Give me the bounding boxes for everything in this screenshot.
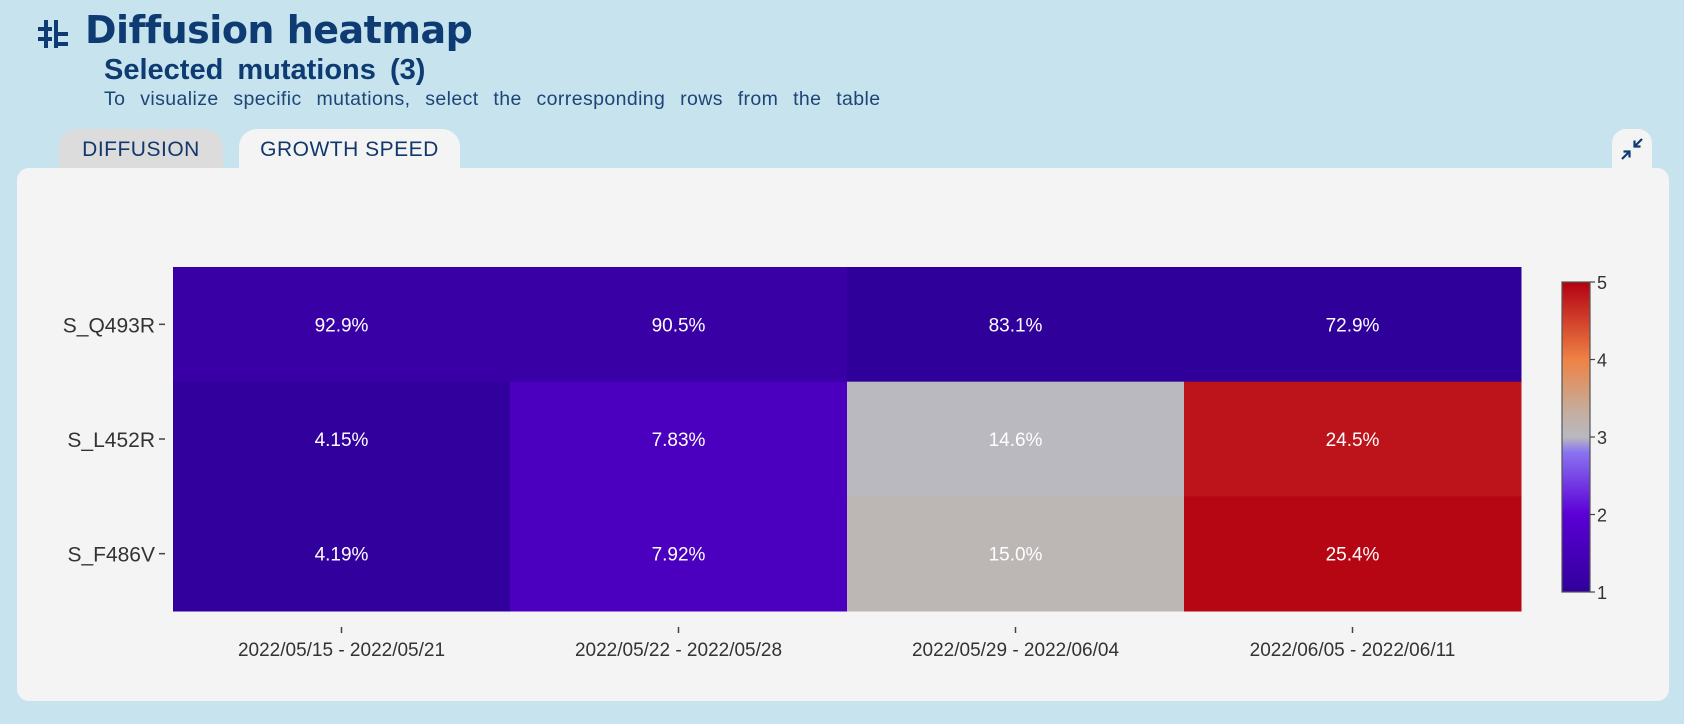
heatmap-cell bbox=[847, 267, 1185, 383]
colorbar-tick-label: 4 bbox=[1597, 351, 1607, 371]
heatmap-cell bbox=[510, 381, 848, 497]
cell-value-label: 83.1% bbox=[989, 315, 1043, 336]
y-tick-label: S_F486V bbox=[67, 544, 155, 567]
tab-diffusion[interactable]: DIFFUSION bbox=[59, 129, 223, 169]
colorbar-tick-label: 2 bbox=[1597, 506, 1607, 526]
cell-value-label: 4.15% bbox=[315, 430, 369, 451]
heatmap-cell bbox=[173, 496, 511, 612]
x-tick-label: 2022/05/22 - 2022/05/28 bbox=[575, 640, 782, 661]
cell-value-label: 14.6% bbox=[989, 430, 1043, 451]
cell-value-label: 90.5% bbox=[652, 315, 706, 336]
heatmap-cell bbox=[173, 267, 511, 383]
selected-mutations-subtitle: Selected mutations (3) bbox=[104, 54, 426, 86]
chart-panel: 92.9% 90.5% 83.1% 72.9% 4.15% 7.83% 14.6% 24.5%… bbox=[17, 168, 1669, 701]
x-tick-label: 2022/05/15 - 2022/05/21 bbox=[238, 640, 445, 661]
colorbar-tick-label: 5 bbox=[1597, 273, 1607, 293]
collapse-button[interactable] bbox=[1612, 129, 1652, 169]
x-tick-label: 2022/05/29 - 2022/06/04 bbox=[912, 640, 1120, 661]
colorbar-tick-label: 3 bbox=[1597, 428, 1607, 448]
heatmap-cell bbox=[847, 496, 1185, 612]
y-tick-label: S_Q493R bbox=[63, 314, 155, 337]
cell-value-label: 24.5% bbox=[1326, 430, 1380, 451]
cell-value-label: 25.4% bbox=[1326, 545, 1380, 566]
diffusion-tree-icon bbox=[38, 20, 68, 48]
cell-value-label: 7.83% bbox=[652, 430, 706, 451]
heatmap-cell bbox=[1184, 267, 1522, 383]
heatmap-cell bbox=[510, 267, 848, 383]
colorbar bbox=[1561, 281, 1591, 593]
heatmap-cell bbox=[173, 381, 511, 497]
colorbar-tick-label: 1 bbox=[1597, 583, 1607, 603]
heatmap-cell bbox=[1184, 496, 1522, 612]
heatmap-chart: 92.9% 90.5% 83.1% 72.9% 4.15% 7.83% 14.6% 24.5%… bbox=[63, 267, 1607, 661]
heatmap-cell bbox=[1184, 381, 1522, 497]
x-tick-label: 2022/06/05 - 2022/06/11 bbox=[1250, 640, 1456, 661]
heatmap-cell bbox=[510, 496, 848, 612]
cell-value-label: 72.9% bbox=[1326, 315, 1380, 336]
cell-value-label: 15.0% bbox=[989, 545, 1043, 566]
page-title: Diffusion heatmap bbox=[85, 8, 473, 52]
cell-value-label: 7.92% bbox=[652, 545, 706, 566]
heatmap-cell bbox=[847, 381, 1185, 497]
selection-hint: To visualize specific mutations, select … bbox=[104, 88, 881, 110]
cell-value-label: 92.9% bbox=[315, 315, 369, 336]
collapse-arrows-icon bbox=[1621, 138, 1643, 160]
tab-growth-speed[interactable]: GROWTH SPEED bbox=[239, 129, 460, 169]
cell-value-label: 4.19% bbox=[315, 545, 369, 566]
y-tick-label: S_L452R bbox=[67, 429, 155, 452]
